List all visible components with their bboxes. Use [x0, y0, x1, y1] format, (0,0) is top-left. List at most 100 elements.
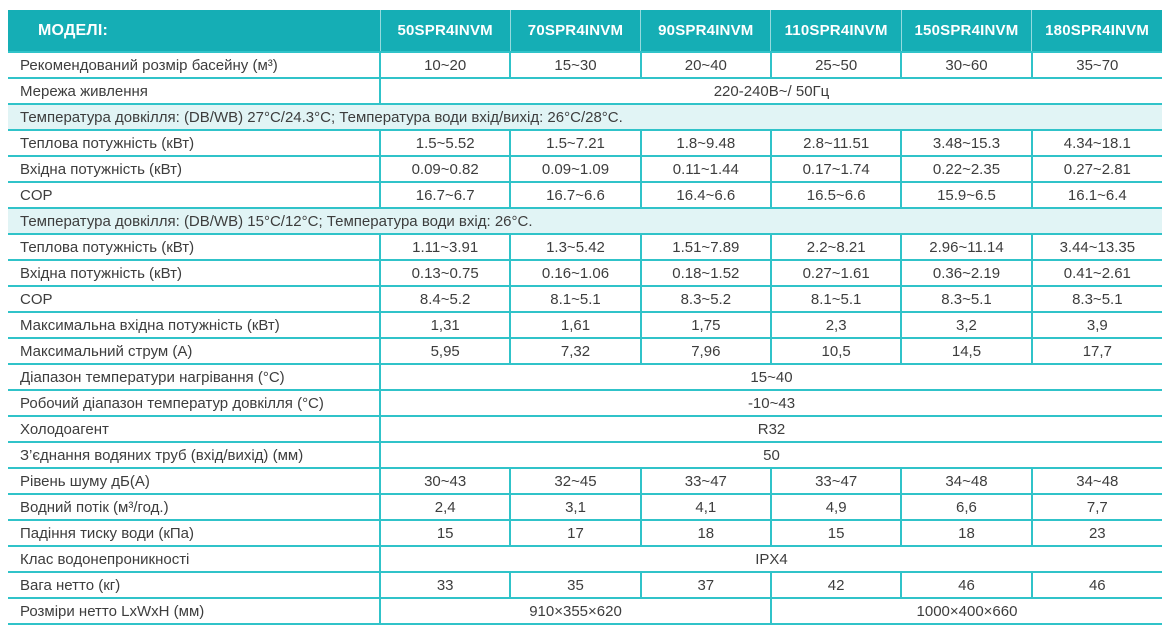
table-row: Теплова потужність (кВт) 1.5~5.52 1.5~7.21… [8, 129, 1162, 156]
spec-value-cell: R32 [379, 415, 1162, 442]
spec-value-cell: 16.1~6.4 [1030, 181, 1162, 208]
spec-value-cell: 0.41~2.61 [1030, 259, 1162, 286]
spec-value-cell: 1.8~9.48 [639, 129, 771, 156]
spec-value-cell: 1.5~7.21 [509, 129, 641, 156]
spec-value-cell: 7,7 [1030, 493, 1162, 520]
table-row: Вхідна потужність (кВт) 0.09~0.82 0.09~1.0… [8, 155, 1162, 182]
row-label: Теплова потужність (кВт) [8, 129, 380, 156]
spec-value-cell: 35 [509, 571, 641, 598]
spec-value-cell: 0.13~0.75 [378, 259, 511, 286]
spec-value-cell: 16.7~6.6 [509, 181, 641, 208]
spec-value-cell: 10~20 [378, 51, 511, 78]
row-label: Холодоагент [8, 415, 380, 442]
row-label: Вхідна потужність (кВт) [8, 259, 380, 286]
row-label: Вага нетто (кг) [8, 571, 380, 598]
row-label: Теплова потужність (кВт) [8, 233, 380, 260]
table-row: Робочий діапазон температур довкілля (°С… [8, 389, 1162, 416]
table-header-models-label: МОДЕЛІ: [8, 10, 380, 52]
spec-value-cell: 37 [639, 571, 771, 598]
table-row: Вага нетто (кг) 33 35 37 42 46 46 [8, 571, 1162, 598]
table-row: Падіння тиску води (кПа) 15 17 18 15 18 23 [8, 519, 1162, 546]
spec-value-cell: 15~30 [509, 51, 641, 78]
section-header: Температура довкілля: (DB/WB) 27°C/24.3°… [8, 103, 1162, 130]
spec-value-cell: 220-240В~/ 50Гц [379, 77, 1162, 104]
spec-value-cell: 2,3 [769, 311, 902, 338]
model-column-header: 180SPR4INVM [1031, 10, 1162, 52]
table-row: COP 8.4~5.2 8.1~5.1 8.3~5.2 8.1~5.1 8.3~5.1 8.… [8, 285, 1162, 312]
row-label: Падіння тиску води (кПа) [8, 519, 380, 546]
table-header: МОДЕЛІ: 50SPR4INVM 70SPR4INVM 90SPR4INVM 110… [8, 10, 1162, 52]
spec-value-cell: 33~47 [639, 467, 771, 494]
spec-value-cell: 35~70 [1030, 51, 1162, 78]
spec-value-cell: 3.44~13.35 [1030, 233, 1162, 260]
spec-value-cell: 0.17~1.74 [769, 155, 902, 182]
spec-value-cell: 1.3~5.42 [509, 233, 641, 260]
spec-value-cell: 0.36~2.19 [900, 259, 1032, 286]
spec-value-cell: 16.4~6.6 [639, 181, 771, 208]
spec-value-cell: 8.3~5.1 [1030, 285, 1162, 312]
row-label: З’єднання водяних труб (вхід/вихід) (мм) [8, 441, 380, 468]
spec-value-cell: 3,1 [509, 493, 641, 520]
spec-value-cell: 10,5 [769, 337, 902, 364]
table-row: З’єднання водяних труб (вхід/вихід) (мм)… [8, 441, 1162, 468]
spec-value-cell: 1.51~7.89 [639, 233, 771, 260]
spec-value-cell: 3.48~15.3 [900, 129, 1032, 156]
spec-value-cell: -10~43 [379, 389, 1162, 416]
table-row: Клас водонепроникності IPX4 [8, 545, 1162, 572]
spec-value-cell: 4,1 [639, 493, 771, 520]
table-row: Максимальний струм (А) 5,95 7,32 7,96 10,5 14… [8, 337, 1162, 364]
spec-value-cell: 20~40 [639, 51, 771, 78]
model-column-header: 90SPR4INVM [640, 10, 771, 52]
row-label: Рекомендований розмір басейну (м³) [8, 51, 380, 78]
table-row: Вхідна потужність (кВт) 0.13~0.75 0.16~1.0… [8, 259, 1162, 286]
spec-value-cell: 15~40 [379, 363, 1162, 390]
spec-value-cell: 1000×400×660 [769, 597, 1162, 625]
spec-value-cell: 0.11~1.44 [639, 155, 771, 182]
spec-value-cell: 17,7 [1030, 337, 1162, 364]
row-label: Мережа живлення [8, 77, 380, 104]
spec-value-cell: 0.09~0.82 [378, 155, 511, 182]
row-label: Максимальна вхідна потужність (кВт) [8, 311, 380, 338]
table-row: Розміри нетто LxWxH (мм) 910×355×620 1000×… [8, 597, 1162, 625]
spec-value-cell: 0.16~1.06 [509, 259, 641, 286]
spec-value-cell: 32~45 [509, 467, 641, 494]
row-label: COP [8, 181, 380, 208]
row-label: COP [8, 285, 380, 312]
spec-value-cell: 2.8~11.51 [769, 129, 902, 156]
section-row: Температура довкілля: (DB/WB) 27°C/24.3°… [8, 103, 1162, 130]
spec-value-cell: 0.22~2.35 [900, 155, 1032, 182]
model-column-header: 50SPR4INVM [379, 10, 511, 52]
row-label: Вхідна потужність (кВт) [8, 155, 380, 182]
spec-value-cell: 50 [379, 441, 1162, 468]
spec-value-cell: 1,61 [509, 311, 641, 338]
spec-value-cell: 7,32 [509, 337, 641, 364]
table-row: Рівень шуму дБ(А) 30~43 32~45 33~47 33~47 34~… [8, 467, 1162, 494]
table-row: Рекомендований розмір басейну (м³) 10~20 1… [8, 51, 1162, 78]
spec-value-cell: 46 [900, 571, 1032, 598]
spec-value-cell: 8.3~5.1 [900, 285, 1032, 312]
spec-value-cell: 0.27~1.61 [769, 259, 902, 286]
spec-value-cell: 1.11~3.91 [378, 233, 511, 260]
spec-value-cell: 1,31 [378, 311, 511, 338]
table-row: Теплова потужність (кВт) 1.11~3.91 1.3~5.4… [8, 233, 1162, 260]
model-column-header: 110SPR4INVM [770, 10, 902, 52]
table-body: Рекомендований розмір басейну (м³) 10~20 1… [8, 51, 1162, 625]
spec-value-cell: 18 [639, 519, 771, 546]
row-label: Розміри нетто LxWxH (мм) [8, 597, 380, 625]
spec-value-cell: 0.18~1.52 [639, 259, 771, 286]
spec-value-cell: 910×355×620 [379, 597, 771, 625]
spec-value-cell: 7,96 [639, 337, 771, 364]
spec-value-cell: 4.34~18.1 [1030, 129, 1162, 156]
spec-value-cell: 6,6 [900, 493, 1032, 520]
table-row: Максимальна вхідна потужність (кВт) 1,31 1… [8, 311, 1162, 338]
spec-value-cell: 8.4~5.2 [378, 285, 511, 312]
spec-value-cell: 17 [509, 519, 641, 546]
model-column-header: 70SPR4INVM [509, 10, 641, 52]
spec-value-cell: 8.3~5.2 [639, 285, 771, 312]
spec-value-cell: 14,5 [900, 337, 1032, 364]
row-label: Максимальний струм (А) [8, 337, 380, 364]
spec-value-cell: IPX4 [379, 545, 1162, 572]
spec-value-cell: 34~48 [1030, 467, 1162, 494]
table-row: Мережа живлення 220-240В~/ 50Гц [8, 77, 1162, 104]
